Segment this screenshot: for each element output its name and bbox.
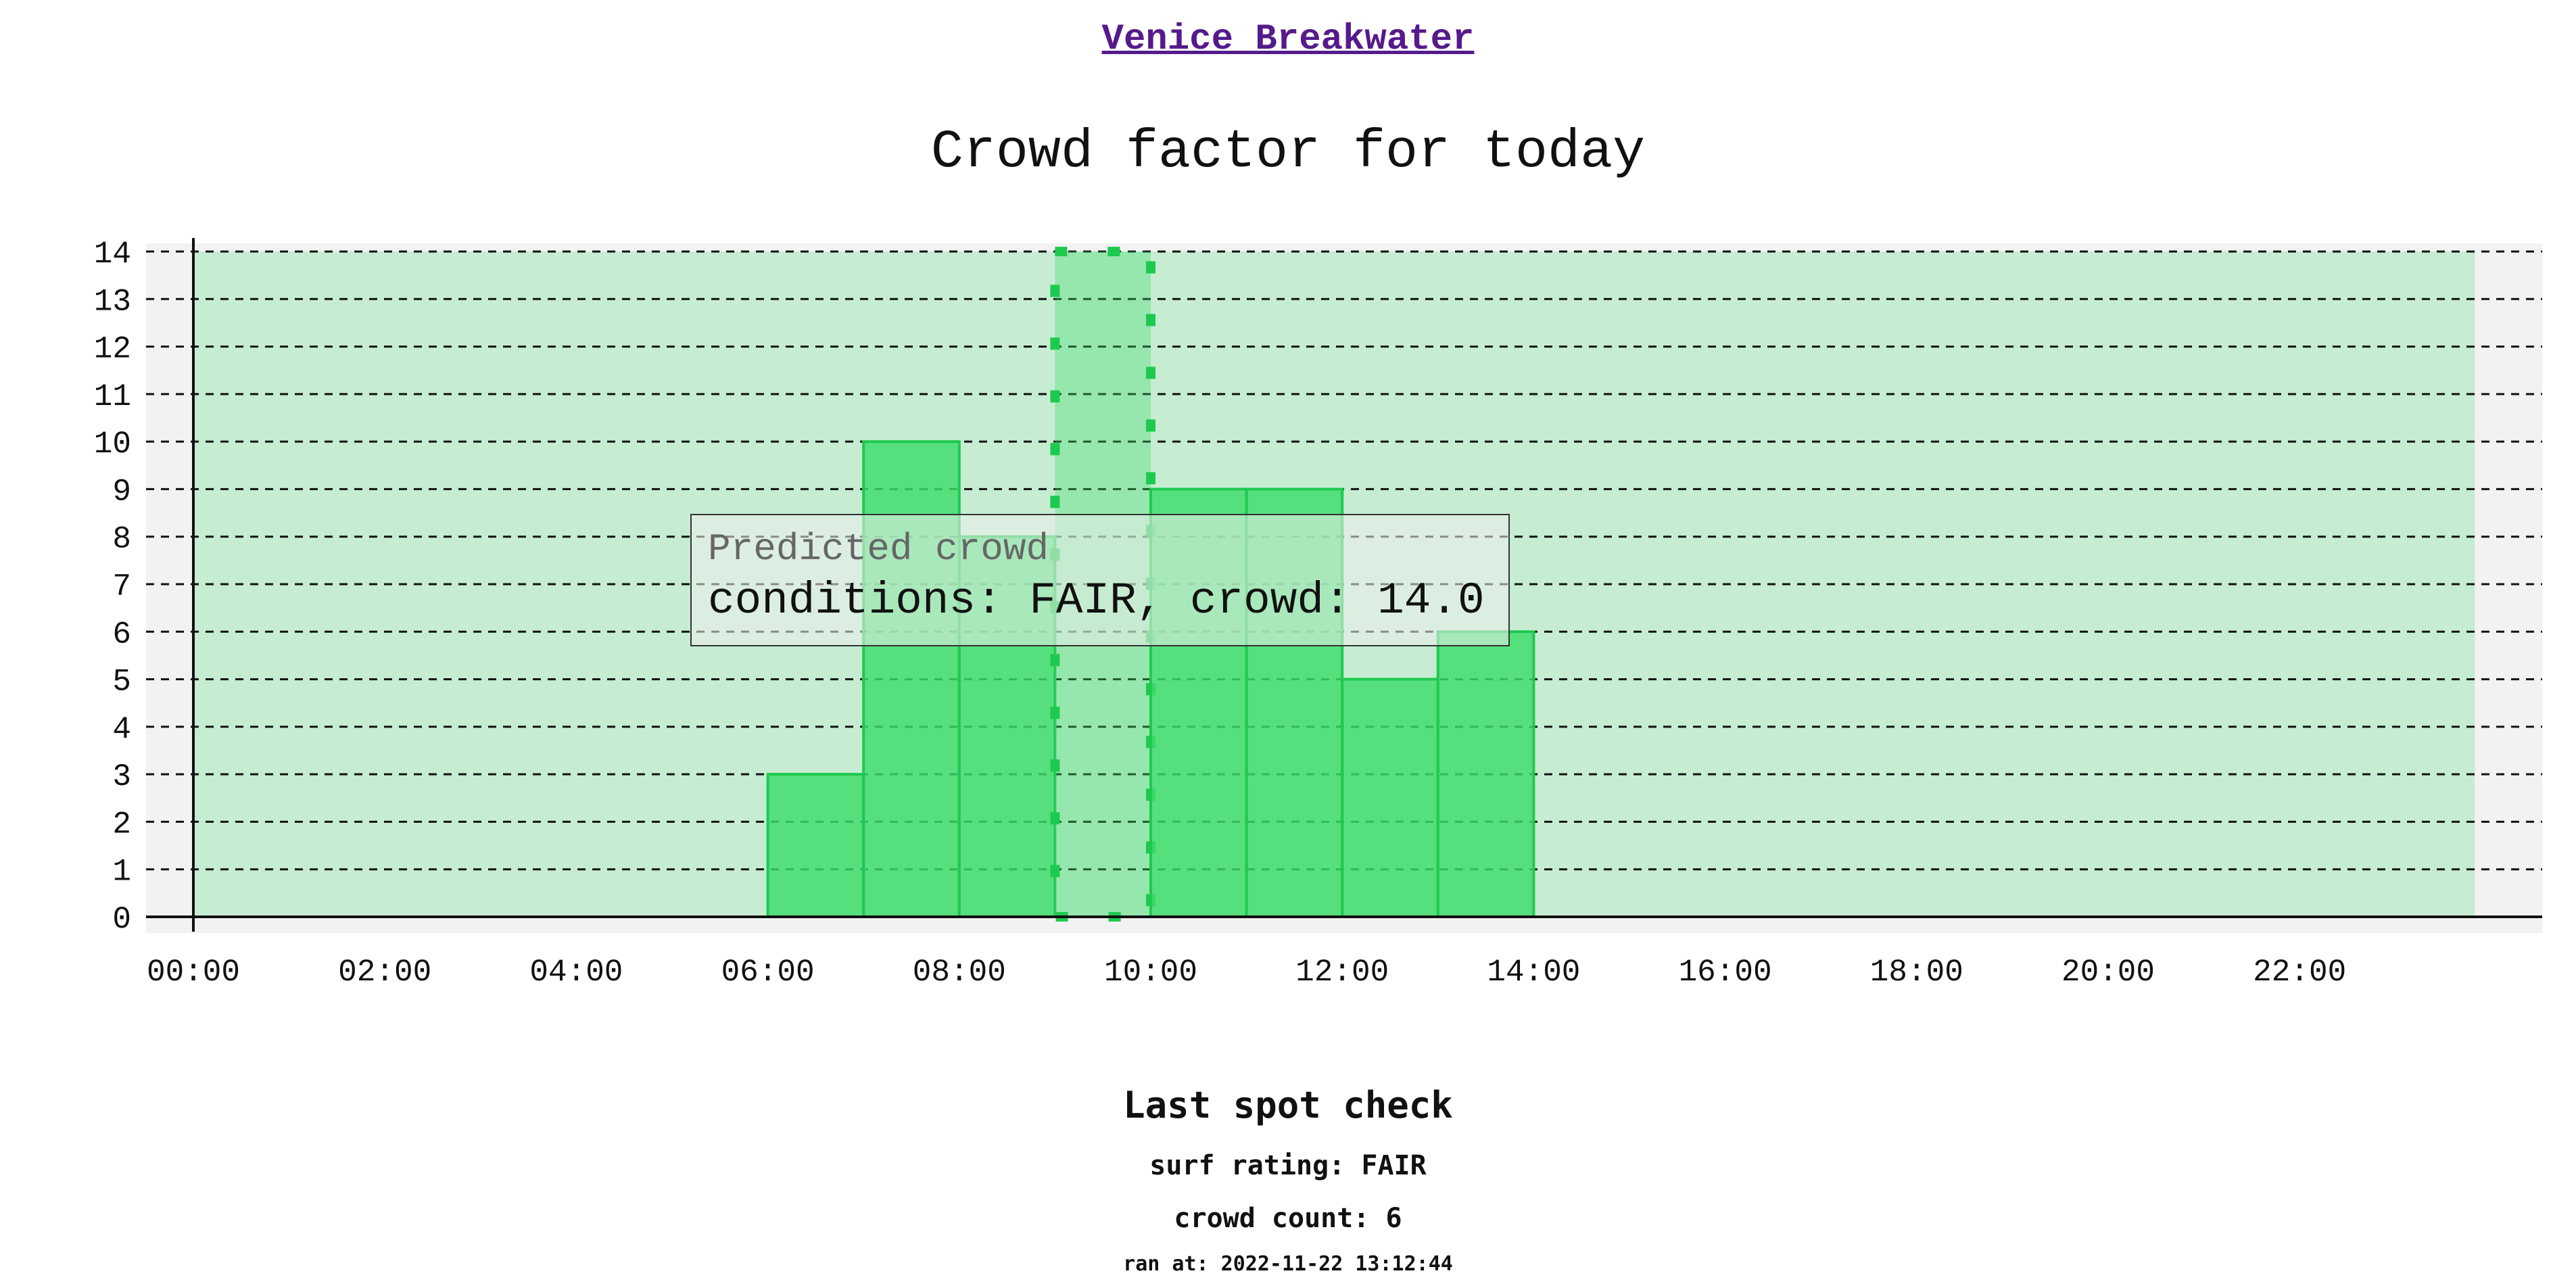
- x-tick-label: 22:00: [2253, 955, 2346, 990]
- tooltip-body: conditions: FAIR, crowd: 14.0: [708, 575, 1485, 626]
- y-tick-label: 5: [112, 665, 131, 700]
- ran-at-timestamp: ran at: 2022-11-22 13:12:44: [1123, 1252, 1453, 1276]
- last-spot-check: Last spot check surf rating: FAIR crowd …: [0, 1082, 2576, 1278]
- y-tick-label: 13: [94, 284, 131, 319]
- y-tick-label: 9: [112, 474, 131, 509]
- bar: [1436, 630, 1535, 918]
- y-tick-label: 10: [94, 427, 131, 462]
- x-tick-label: 14:00: [1487, 955, 1580, 990]
- spot-title: Venice Breakwater: [0, 19, 2576, 60]
- bar: [862, 440, 961, 918]
- x-tick-label: 08:00: [913, 955, 1006, 990]
- y-tick-label: 6: [112, 617, 131, 652]
- y-tick-label: 0: [112, 902, 131, 937]
- y-tick-label: 14: [94, 237, 131, 272]
- bar: [1341, 677, 1439, 918]
- x-tick-label: 02:00: [338, 955, 431, 990]
- surf-rating: surf rating: FAIR: [1149, 1150, 1427, 1181]
- y-tick-label: 7: [112, 569, 131, 604]
- y-tick-label: 3: [112, 759, 131, 794]
- y-tick-label: 4: [112, 712, 131, 747]
- spot-link[interactable]: Venice Breakwater: [1101, 19, 1475, 60]
- x-tick-label: 16:00: [1679, 955, 1772, 990]
- x-tick-labels: 00:00 02:00 04:00 06:00 08:00 10:00 12:00 14:00…: [147, 955, 2346, 990]
- x-tick-label: 00:00: [147, 955, 240, 990]
- bar-tooltip: Predicted crowd conditions: FAIR, crowd:…: [690, 514, 1510, 646]
- x-tick-label: 12:00: [1295, 955, 1389, 990]
- crowd-count: crowd count: 6: [1174, 1203, 1402, 1234]
- tooltip-title: Predicted crowd: [708, 527, 1049, 571]
- last-check-heading: Last spot check: [1123, 1084, 1453, 1126]
- x-tick-label: 06:00: [721, 955, 815, 990]
- y-tick-label: 11: [94, 379, 131, 414]
- y-tick-label: 8: [112, 522, 131, 557]
- x-tick-label: 04:00: [529, 955, 623, 990]
- y-tick-label: 2: [112, 807, 131, 842]
- y-tick-label: 1: [112, 855, 131, 890]
- x-tick-label: 20:00: [2061, 955, 2155, 990]
- chart-title: Crowd factor for today: [930, 122, 1646, 183]
- axes: [146, 238, 2542, 932]
- y-tick-label: 12: [94, 332, 131, 367]
- x-tick-label: 10:00: [1104, 955, 1197, 990]
- x-tick-label: 18:00: [1870, 955, 1963, 990]
- bar: [766, 773, 865, 918]
